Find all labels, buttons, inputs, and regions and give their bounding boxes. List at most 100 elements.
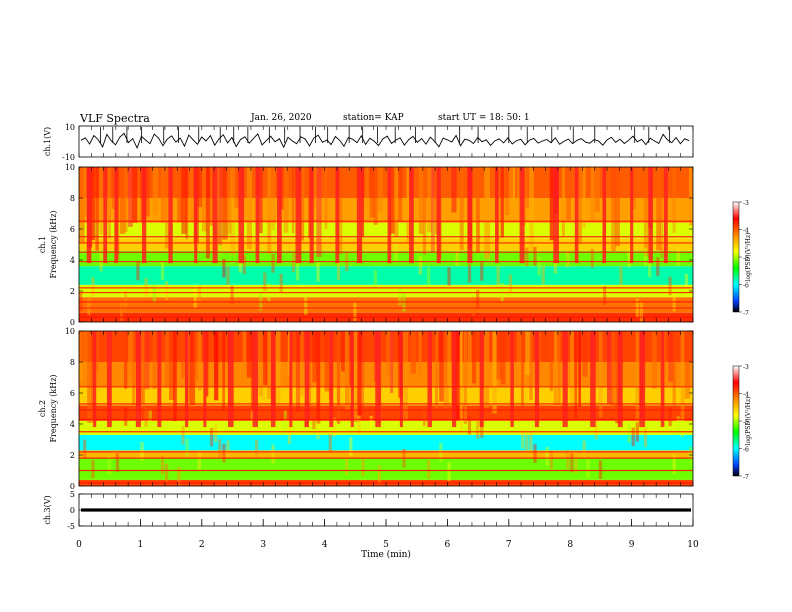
spectrogram-burst — [639, 331, 646, 428]
spectrogram-burst — [227, 331, 234, 428]
spectrogram-ytick-label: 10 — [65, 327, 75, 336]
spectrogram-ytick-label: 2 — [70, 451, 75, 460]
spectrogram-burst — [590, 331, 596, 428]
colorbar-tick-label: -7 — [743, 310, 749, 317]
spectrogram-band — [79, 297, 693, 313]
xtick-label: 1 — [138, 540, 144, 550]
spectrogram-burst — [194, 167, 198, 264]
spectrogram-burst — [168, 167, 173, 264]
spectrogram-band — [79, 450, 693, 459]
colorbar-ch1: -3 -4 -5 -6 -7 log(PSD)(V²/Hz) — [732, 200, 752, 317]
spectrogram-band — [79, 434, 693, 451]
spectrogram-burst — [309, 167, 314, 264]
spectrogram-burst — [135, 331, 142, 428]
spectrogram-burst — [184, 331, 189, 428]
ch3-ytick-label: 0 — [70, 506, 75, 515]
colorbar-tick-label: -4 — [743, 392, 749, 399]
spectrogram-band — [79, 266, 693, 285]
spectrogram-burst — [630, 167, 634, 264]
spectrogram-burst — [350, 331, 354, 428]
colorbar-tick-label: -3 — [743, 200, 749, 207]
xtick-label: 2 — [199, 540, 205, 550]
spectrogram-ytick-label: 8 — [70, 194, 75, 203]
spectrogram-ylabel: Frequency (kHz) — [49, 210, 58, 278]
spectrogram-burst — [86, 167, 92, 264]
spectrogram-burst — [157, 331, 162, 428]
station-label: station= KAP — [343, 113, 404, 123]
spectrogram-burst — [534, 331, 540, 428]
time-axis: 0 1 2 3 4 5 6 7 8 9 10 Time (min) — [76, 519, 699, 560]
x-axis-label: Time (min) — [361, 549, 411, 560]
xtick-label: 9 — [629, 540, 635, 550]
spectrogram-ytick-label: 6 — [70, 225, 75, 234]
spectrogram-burst — [399, 331, 403, 428]
spectrogram-burst — [663, 167, 668, 264]
ch1-spectrogram-panel: 0 2 4 6 8 10 ch.1 Frequency (kHz) — [38, 163, 694, 327]
spectrogram-ytick-label: 4 — [70, 256, 75, 265]
start-time-label: start UT = 18: 50: 1 — [438, 113, 530, 123]
spectrogram-burst — [114, 167, 118, 264]
spectrogram-band — [79, 250, 693, 267]
spectrogram-burst — [106, 331, 112, 428]
spectrogram-ytick-label: 0 — [70, 482, 75, 491]
spectrogram-burst — [495, 167, 499, 264]
xtick-label: 4 — [322, 540, 328, 550]
chart-title: VLF Spectra — [80, 112, 150, 125]
spectrogram-burst — [562, 331, 568, 428]
xtick-label: 0 — [76, 540, 82, 550]
xtick-label: 8 — [567, 540, 573, 550]
ch2-spectrogram-panel: 0 2 4 6 8 10 ch.2 Frequency (kHz) — [38, 327, 694, 491]
spectrogram-burst — [467, 167, 473, 264]
spectrogram-burst — [329, 331, 334, 428]
colorbar-gradient — [732, 201, 740, 313]
spectrogram-channel-label: ch.1 — [38, 236, 47, 253]
ch1-waveform-panel: 10 -10 ch.1(V) — [43, 123, 694, 162]
spectrogram-burst — [141, 167, 147, 264]
spectrogram-burst — [255, 167, 260, 264]
spectrogram-burst — [238, 167, 245, 264]
colorbar-gradient — [732, 365, 740, 477]
spectrogram-burst — [519, 167, 525, 264]
spectrogram-burst — [553, 167, 559, 264]
spectrogram-burst — [602, 167, 606, 264]
spectrogram-ytick-label: 2 — [70, 287, 75, 296]
xtick-label: 10 — [687, 540, 699, 550]
colorbar-tick-label: -6 — [743, 447, 749, 454]
spectrogram-ytick-label: 8 — [70, 358, 75, 367]
spectrogram-burst — [510, 331, 514, 428]
spectrogram-burst — [574, 167, 579, 264]
spectrogram-burst — [277, 167, 282, 264]
spectrogram-ylabel: Frequency (kHz) — [49, 374, 58, 442]
spectrogram-band — [79, 420, 693, 435]
spectrogram-burst — [270, 331, 276, 428]
spectrogram-burst — [304, 331, 309, 428]
ch3-ytick-label: -5 — [67, 522, 75, 531]
spectrogram-burst — [617, 331, 623, 428]
xtick-label: 7 — [506, 540, 512, 550]
spectrogram-band — [79, 458, 693, 480]
ch3-waveform-trace — [81, 508, 691, 512]
spectrogram-burst — [356, 167, 363, 264]
spectrogram-burst — [295, 167, 302, 264]
spectrogram-band — [79, 284, 693, 298]
ch3-ytick-label: 5 — [70, 490, 75, 499]
ch1-waveform-frame — [78, 125, 694, 158]
colorbar-tick-label: -4 — [743, 228, 749, 235]
colorbar-tick-label: -7 — [743, 474, 749, 481]
spectrogram-burst — [289, 331, 293, 428]
spectrogram-channel-label: ch.2 — [38, 400, 47, 417]
date-label: Jan. 26, 2020 — [251, 113, 312, 123]
spectrogram-ytick-label: 4 — [70, 420, 75, 429]
spectrogram-burst — [375, 331, 381, 428]
spectrogram-burst — [427, 331, 432, 428]
spectrogram-burst — [660, 331, 665, 428]
spectrogram-burst — [648, 167, 653, 264]
colorbar-label: log(PSD)(V²/Hz) — [745, 397, 752, 446]
ch1-ytick-label: -10 — [62, 153, 75, 162]
xtick-label: 3 — [260, 540, 266, 550]
spectrogram-ytick-label: 0 — [70, 318, 75, 327]
spectrogram-burst — [436, 167, 441, 264]
spectrogram-ytick-label: 10 — [65, 163, 75, 172]
xtick-label: 6 — [445, 540, 451, 550]
